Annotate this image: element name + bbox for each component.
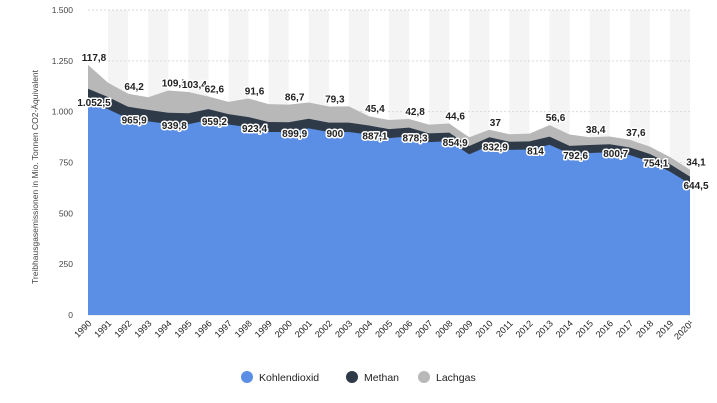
- data-label-lachgas: 103,4: [182, 80, 207, 91]
- y-axis-label: Treibhausgasemissionen in Mio. Tonnen CO…: [30, 69, 40, 284]
- x-tick-label: 2018: [634, 318, 655, 339]
- x-tick-label: 1991: [92, 318, 113, 339]
- x-tick-label: 2010: [474, 318, 495, 339]
- x-tick-label: 1990: [72, 318, 93, 339]
- x-tick-label: 2013: [534, 318, 555, 339]
- x-tick-label: 2005: [373, 318, 394, 339]
- data-label-lachgas: 79,3: [325, 95, 345, 106]
- area-kohlendioxid: [88, 100, 690, 315]
- x-axis-ticks: 1990199119921993199419951996199719981999…: [72, 318, 695, 341]
- x-tick-label: 2002: [313, 318, 334, 339]
- x-tick-label: 2008: [433, 318, 454, 339]
- x-tick-label: 1992: [112, 318, 133, 339]
- data-label-lachgas: 44,6: [445, 112, 465, 123]
- data-label-kohlendioxid: 754,1: [643, 159, 668, 170]
- y-tick-label: 1.000: [52, 107, 74, 117]
- x-tick-label: 2014: [554, 318, 575, 339]
- y-tick-label: 500: [59, 208, 73, 218]
- data-label-lachgas: 91,6: [245, 86, 265, 97]
- x-tick-label: 2007: [413, 318, 434, 339]
- legend-marker: [346, 371, 358, 383]
- legend-label: Kohlendioxid: [259, 372, 319, 384]
- data-label-kohlendioxid: 854,9: [443, 138, 468, 149]
- data-label-lachgas: 37,6: [626, 128, 646, 139]
- x-tick-label: 2004: [353, 318, 374, 339]
- legend-label: Methan: [364, 372, 399, 384]
- y-tick-label: 1.500: [52, 5, 74, 15]
- x-tick-label: 2003: [333, 318, 354, 339]
- data-label-kohlendioxid: 792,6: [563, 151, 588, 162]
- x-tick-label: 1997: [213, 318, 234, 339]
- legend-label: Lachgas: [436, 372, 476, 384]
- legend-marker: [241, 371, 253, 383]
- data-label-lachgas: 117,8: [82, 53, 107, 64]
- legend-item-lachgas[interactable]: Lachgas: [418, 371, 476, 384]
- x-tick-label: 2020¹: [672, 318, 695, 341]
- data-label-lachgas: 38,4: [586, 125, 606, 136]
- x-tick-label: 2000: [273, 318, 294, 339]
- y-tick-label: 750: [59, 158, 73, 168]
- y-tick-label: 1.250: [52, 56, 74, 66]
- x-tick-label: 1998: [233, 318, 254, 339]
- data-label-lachgas: 37: [490, 118, 502, 129]
- data-label-kohlendioxid: 887,1: [362, 132, 387, 143]
- x-tick-label: 1999: [253, 318, 274, 339]
- area-series: [88, 64, 690, 316]
- data-label-lachgas: 34,1: [686, 158, 706, 169]
- x-tick-label: 1993: [132, 318, 153, 339]
- data-label-kohlendioxid: 800,7: [603, 149, 628, 160]
- data-label-lachgas: 42,8: [405, 107, 425, 118]
- data-label-kohlendioxid: 878,3: [403, 133, 428, 144]
- data-label-lachgas: 86,7: [285, 93, 305, 104]
- data-labels: 1.052,5 965,9 939,8 959,2 923,4 899,9 900 887,1…: [76, 51, 711, 193]
- data-label-kohlendioxid: 644,5: [683, 181, 708, 192]
- x-tick-label: 2009: [453, 318, 474, 339]
- x-tick-label: 2017: [614, 318, 635, 339]
- data-label-lachgas: 45,4: [365, 104, 385, 115]
- x-tick-label: 2012: [514, 318, 535, 339]
- x-tick-label: 1995: [173, 318, 194, 339]
- legend[interactable]: Kohlendioxid Methan Lachgas: [241, 371, 476, 384]
- data-label-kohlendioxid: 899,9: [282, 129, 307, 140]
- data-label-lachgas: 56,6: [546, 113, 566, 124]
- data-label-lachgas: 109,5: [162, 78, 187, 89]
- x-tick-label: 1996: [193, 318, 214, 339]
- x-tick-label: 2001: [293, 318, 314, 339]
- data-label-kohlendioxid: 959,2: [202, 117, 227, 128]
- data-label-kohlendioxid: 900: [326, 129, 343, 140]
- legend-item-methan[interactable]: Methan: [346, 371, 399, 384]
- legend-item-kohlendioxid[interactable]: Kohlendioxid: [241, 371, 319, 384]
- x-tick-label: 2016: [594, 318, 615, 339]
- data-label-kohlendioxid: 1.052,5: [77, 98, 111, 109]
- data-label-kohlendioxid: 965,9: [122, 116, 147, 127]
- y-tick-label: 250: [59, 259, 73, 269]
- x-tick-label: 2006: [393, 318, 414, 339]
- data-label-kohlendioxid: 814: [527, 146, 544, 157]
- x-tick-label: 2019: [654, 318, 675, 339]
- y-axis-ticks: 0 250 500 750 1.000 1.250 1.500: [52, 5, 74, 320]
- y-tick-label: 0: [68, 310, 73, 320]
- x-tick-label: 1994: [152, 318, 173, 339]
- x-tick-label: 2011: [494, 318, 515, 339]
- legend-marker: [418, 371, 430, 383]
- x-tick-label: 2015: [574, 318, 595, 339]
- data-label-lachgas: 64,2: [124, 82, 144, 93]
- data-label-kohlendioxid: 923,4: [242, 124, 267, 135]
- data-label-kohlendioxid: 939,8: [162, 121, 187, 132]
- data-label-kohlendioxid: 832,9: [483, 143, 508, 154]
- data-label-lachgas: 62,6: [205, 84, 225, 95]
